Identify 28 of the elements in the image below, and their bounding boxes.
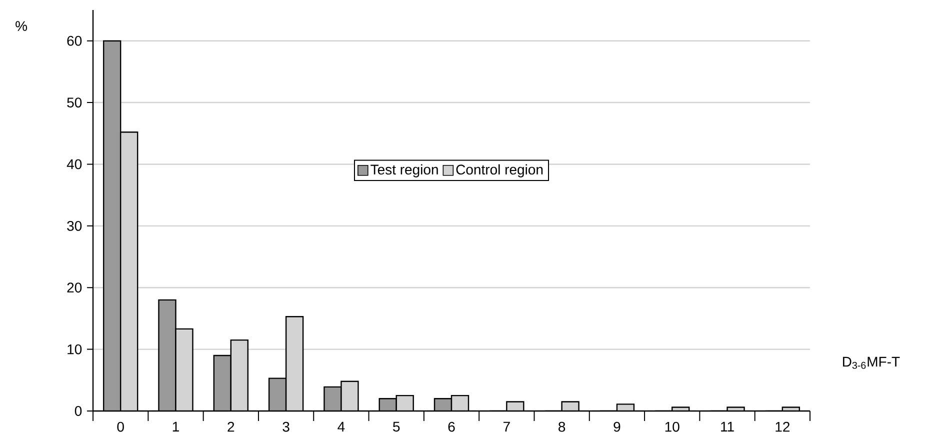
y-tick-label: 20: [67, 282, 82, 293]
x-tick-label: 6: [448, 422, 455, 432]
y-tick-label: 10: [68, 344, 82, 354]
x-axis-title: D$_{3-6}$MF-T: [842, 356, 900, 369]
x-tick-label: 12: [776, 422, 790, 432]
y-tick-label: 40: [66, 159, 82, 170]
y-tick-label: 0: [74, 406, 82, 416]
y-tick-label: 30: [67, 220, 82, 231]
x-tick-label: 10: [665, 422, 680, 432]
bar: [158, 300, 176, 411]
x-tick-label: 3: [282, 422, 290, 432]
x-tick-label: 7: [503, 422, 510, 432]
y-axis-title: %: [16, 21, 28, 31]
x-tick-label: 4: [338, 422, 345, 432]
x-tick-label: 9: [614, 422, 620, 432]
legend-label: Control region: [456, 164, 543, 178]
x-tick-label: 11: [721, 422, 734, 432]
legend-label: Test region: [370, 164, 438, 178]
x-tick-label: 5: [393, 422, 400, 432]
y-tick-label: 50: [67, 98, 82, 108]
bar: [104, 40, 121, 411]
x-tick-label: 1: [172, 422, 179, 432]
x-tick-label: 8: [558, 422, 566, 432]
y-tick-label: 60: [67, 36, 82, 46]
bar: [214, 355, 231, 411]
x-tick-label: 0: [117, 422, 124, 432]
x-tick-label: 2: [228, 422, 234, 432]
bar: [269, 378, 286, 411]
